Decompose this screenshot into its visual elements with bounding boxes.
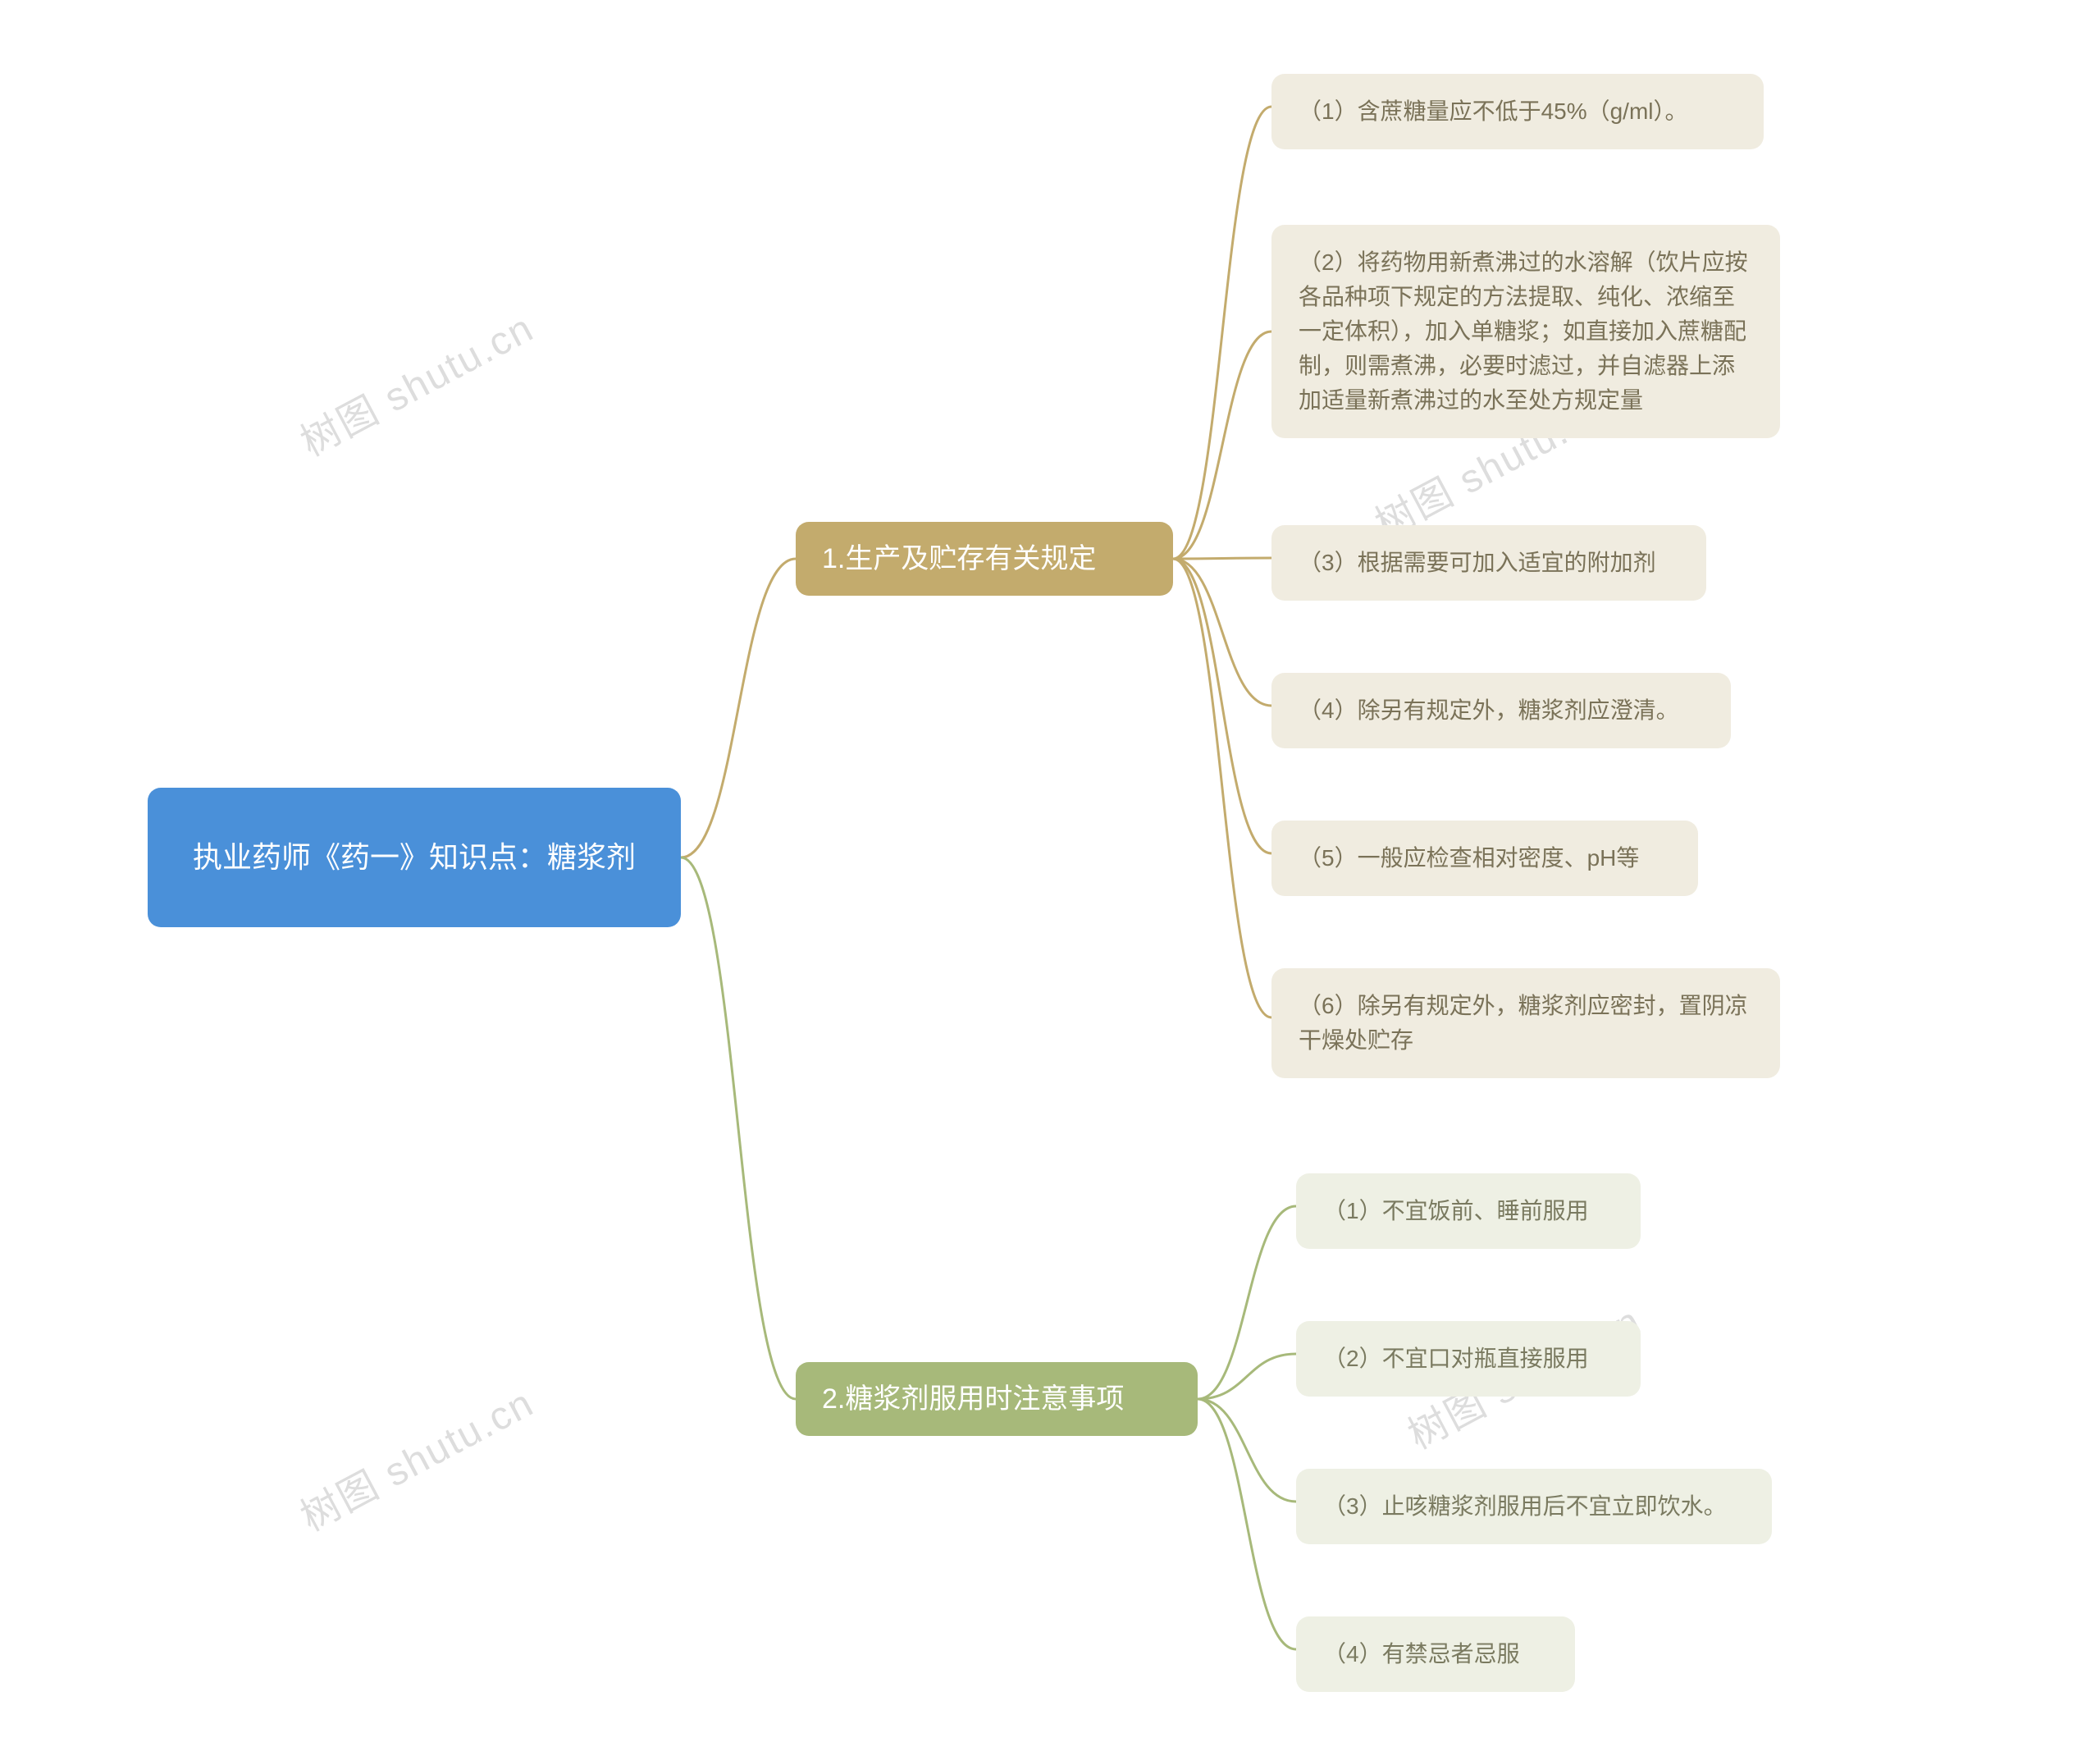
branch-node[interactable]: 1.生产及贮存有关规定 <box>796 522 1173 596</box>
branch-node[interactable]: 2.糖浆剂服用时注意事项 <box>796 1362 1198 1436</box>
watermark-text: 树图 shutu.cn <box>289 1371 542 1543</box>
leaf-node[interactable]: （3）止咳糖浆剂服用后不宜立即饮水。 <box>1296 1469 1772 1544</box>
watermark-text: 树图 shutu.cn <box>289 296 542 468</box>
mindmap-canvas: 树图 shutu.cn 树图 shutu.cn 树图 shutu.cn 树图 s… <box>0 0 2100 1742</box>
leaf-node[interactable]: （6）除另有规定外，糖浆剂应密封，置阴凉干燥处贮存 <box>1271 968 1780 1078</box>
leaf-node[interactable]: （4）有禁忌者忌服 <box>1296 1616 1575 1692</box>
leaf-node[interactable]: （4）除另有规定外，糖浆剂应澄清。 <box>1271 673 1731 748</box>
leaf-node[interactable]: （3）根据需要可加入适宜的附加剂 <box>1271 525 1706 601</box>
leaf-node[interactable]: （2）不宜口对瓶直接服用 <box>1296 1321 1641 1397</box>
root-node[interactable]: 执业药师《药一》知识点：糖浆剂 <box>148 788 681 927</box>
leaf-node[interactable]: （1）不宜饭前、睡前服用 <box>1296 1173 1641 1249</box>
leaf-node[interactable]: （2）将药物用新煮沸过的水溶解（饮片应按各品种项下规定的方法提取、纯化、浓缩至一… <box>1271 225 1780 438</box>
leaf-node[interactable]: （5）一般应检查相对密度、pH等 <box>1271 821 1698 896</box>
leaf-node[interactable]: （1）含蔗糖量应不低于45%（g/ml）。 <box>1271 74 1764 149</box>
